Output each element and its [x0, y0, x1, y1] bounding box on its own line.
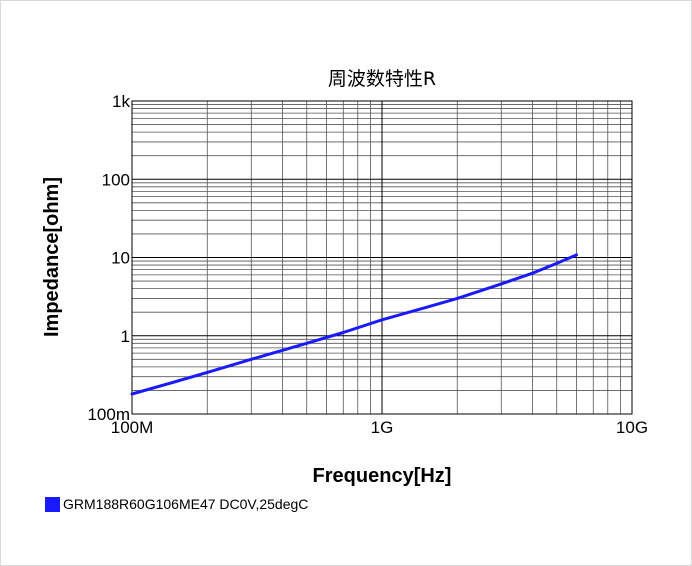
y-axis-label: Impedance[ohm]: [41, 177, 63, 337]
y-tick-label: 100m: [87, 405, 130, 424]
legend-color-swatch: [45, 496, 60, 512]
y-tick-label: 1: [121, 327, 130, 346]
x-tick-label: 1G: [371, 418, 394, 437]
legend: GRM188R60G106ME47 DC0V,25degC: [45, 496, 308, 512]
legend-series-name: GRM188R60G106ME47 DC0V,25degC: [63, 496, 309, 512]
y-tick-label: 100: [102, 170, 130, 189]
x-tick-label: 100M: [111, 418, 154, 437]
plot-area-border: [131, 100, 633, 415]
x-tick-label: 10G: [616, 418, 648, 437]
y-tick-labels: 100m 1 10 100 1k: [87, 92, 130, 424]
x-tick-labels: 100M 1G 10G: [111, 418, 648, 437]
series-layer: [130, 253, 578, 396]
y-tick-label: 10: [111, 249, 130, 268]
x-axis-label: Frequency[Hz]: [313, 465, 452, 487]
series-line: [130, 253, 578, 396]
y-tick-label: 1k: [112, 92, 130, 111]
chart-title: 周波数特性R: [328, 68, 436, 90]
